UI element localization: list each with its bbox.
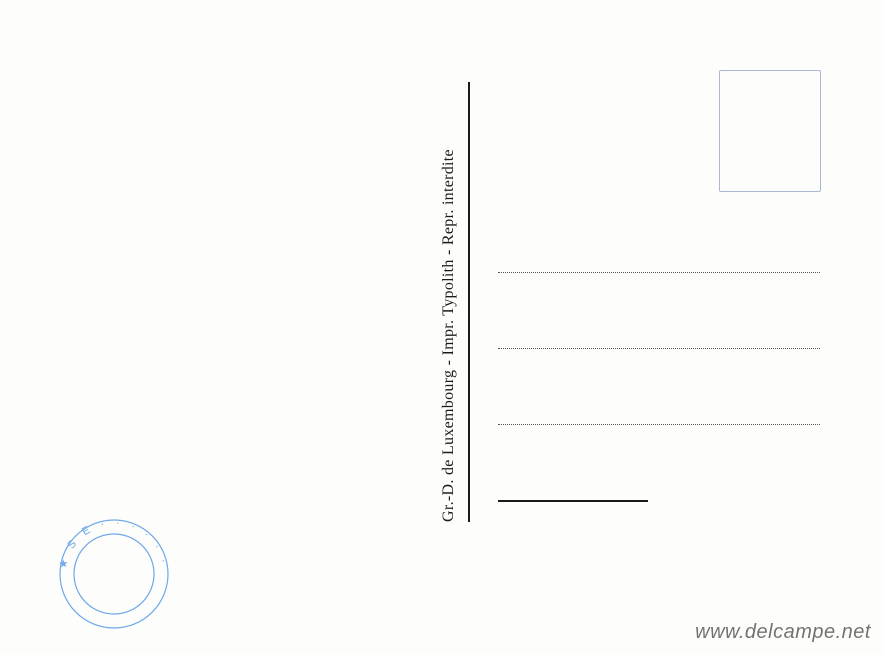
imprint-vertical-text: Gr.-D. de Luxembourg - Impr. Typolith - … xyxy=(440,82,460,522)
center-divider xyxy=(468,82,470,522)
address-line-4 xyxy=(498,500,648,502)
address-line-1 xyxy=(498,272,820,273)
watermark-text: www.delcampe.net xyxy=(695,621,871,644)
stamp-placeholder-box xyxy=(719,70,821,192)
postal-round-stamp: ★ S E · · · · · · · · · · · · ★ xyxy=(54,514,174,634)
address-line-2 xyxy=(498,348,820,349)
postcard-back: Gr.-D. de Luxembourg - Impr. Typolith - … xyxy=(0,0,883,654)
address-line-3 xyxy=(498,424,820,425)
